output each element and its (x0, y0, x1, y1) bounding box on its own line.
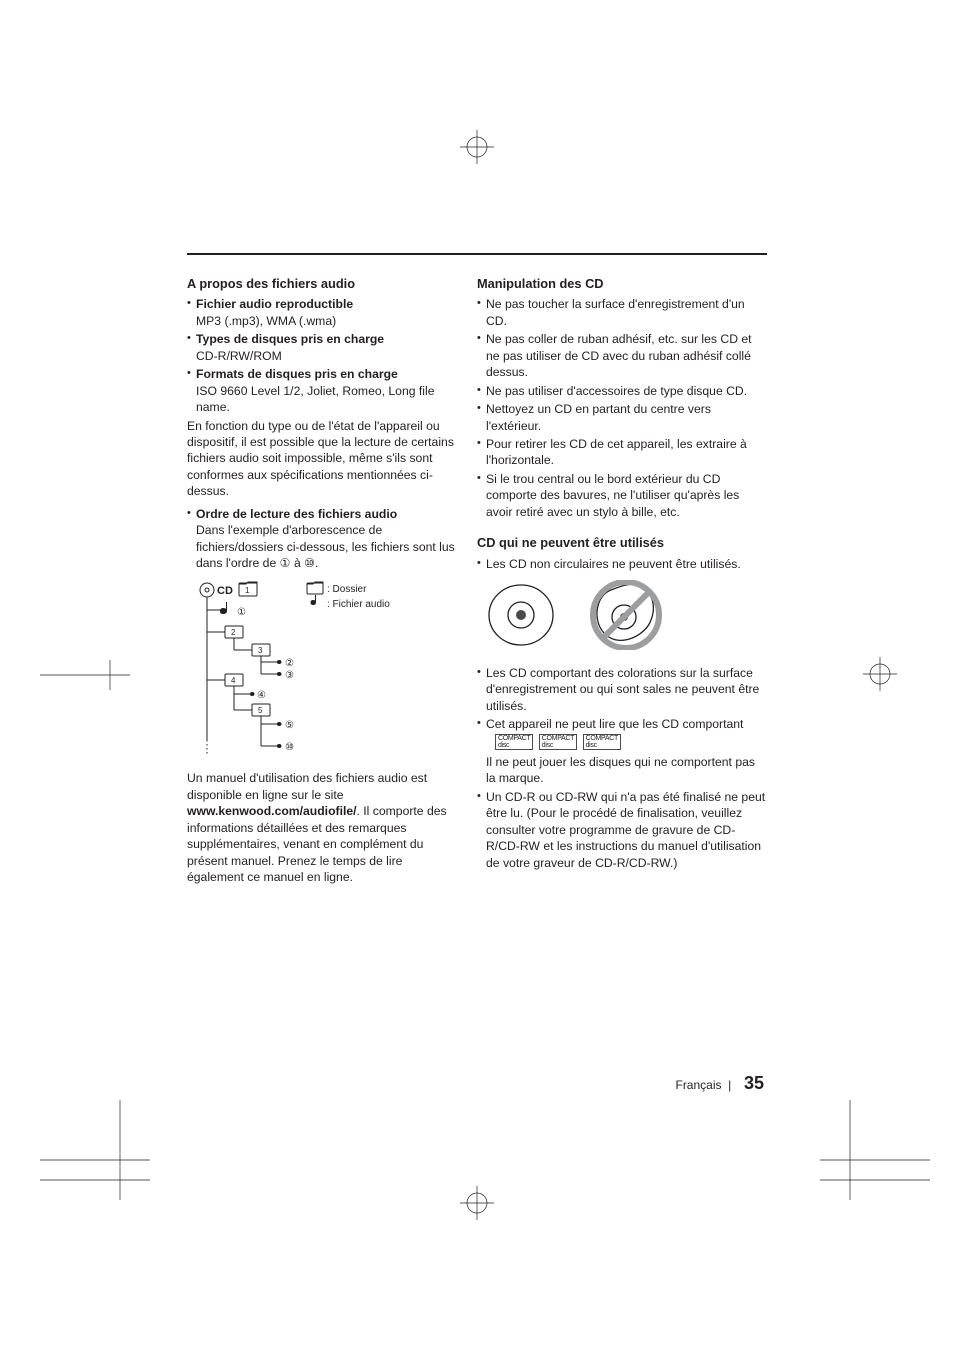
cropmark-bottom-left (40, 1100, 160, 1200)
heading-cd-unusable: CD qui ne peuvent être utilisés (477, 534, 767, 551)
svg-text:②: ② (285, 658, 294, 669)
disc-logos: COMPACTdisc COMPACTdisc COMPACTdisc (495, 734, 767, 751)
legend-file: : Fichier audio (327, 599, 390, 610)
folder-tree: CD 1 : Dossier : Fichier audio ① 2 (197, 580, 447, 756)
body: CD-R/RW/ROM (196, 349, 282, 363)
cropmark-left (40, 660, 130, 690)
svg-text:3: 3 (258, 646, 263, 655)
svg-text:④: ④ (257, 690, 266, 701)
cropmark-bottom-right (810, 1100, 930, 1200)
registration-bottom (460, 1186, 494, 1220)
list-item: Si le trou central ou le bord extérieur … (477, 471, 767, 520)
footer-lang: Français (675, 1078, 721, 1092)
li-file-format: Fichier audio reproductible MP3 (.mp3), … (187, 296, 455, 329)
body: ISO 9660 Level 1/2, Joliet, Romeo, Long … (196, 384, 434, 414)
label: Types de disques pris en charge (196, 332, 384, 346)
list-item: Nettoyez un CD en partant du centre vers… (477, 401, 767, 434)
page-footer: Français | 35 (675, 1071, 764, 1095)
col-right: Manipulation des CD Ne pas toucher la su… (477, 275, 767, 873)
legend-folder: : Dossier (327, 584, 367, 595)
registration-right (863, 657, 897, 691)
label: Formats de disques pris en charge (196, 367, 398, 381)
registration-top (460, 130, 494, 164)
li-play-order: Ordre de lecture des fichiers audio Dans… (187, 506, 455, 572)
heading-cd-handling: Manipulation des CD (477, 275, 767, 292)
footer-sep: | (728, 1078, 731, 1092)
tree-root: CD (217, 585, 233, 597)
page: A propos des fichiers audio Fichier audi… (0, 0, 954, 1350)
li-disc-types: Types de disques pris en charge CD-R/RW/… (187, 331, 455, 364)
compact-disc-icon: COMPACTdisc (539, 734, 577, 750)
page-number: 35 (744, 1073, 764, 1093)
label: Ordre de lecture des fichiers audio (196, 507, 397, 521)
list-item: Les CD comportant des colorations sur la… (477, 665, 767, 714)
body: MP3 (.mp3), WMA (.wma) (196, 314, 336, 328)
svg-text:⑩: ⑩ (285, 742, 294, 753)
svg-text:①: ① (237, 607, 246, 618)
svg-text:5: 5 (258, 706, 263, 715)
svg-text:2: 2 (231, 628, 236, 637)
svg-text:⑤: ⑤ (285, 720, 294, 731)
text: Cet appareil ne peut lire que les CD com… (486, 717, 743, 731)
list-item: Les CD non circulaires ne peuvent être u… (477, 556, 767, 572)
svg-text:③: ③ (285, 670, 294, 681)
list-item: Cet appareil ne peut lire que les CD com… (477, 716, 767, 787)
paragraph-compat: En fonction du type ou de l'état de l'ap… (187, 418, 455, 500)
list-item: Ne pas coller de ruban adhésif, etc. sur… (477, 331, 767, 380)
cd-shape-diagram (486, 580, 686, 650)
list-item: Un CD-R ou CD-RW qui n'a pas été finalis… (477, 789, 767, 871)
list-item: Pour retirer les CD de cet appareil, les… (477, 436, 767, 469)
list-item: Ne pas toucher la surface d'enregistreme… (477, 296, 767, 329)
cd-handling-list: Ne pas toucher la surface d'enregistreme… (477, 296, 767, 520)
li-disc-formats: Formats de disques pris en charge ISO 96… (187, 366, 455, 415)
paragraph-manual-online: Un manuel d'utilisation des fichiers aud… (187, 770, 455, 885)
list-item: Ne pas utiliser d'accessoires de type di… (477, 383, 767, 399)
body: Dans l'exemple d'arborescence de fichier… (196, 523, 455, 570)
text-b: Il ne peut jouer les disques qui ne comp… (486, 755, 755, 785)
label: Fichier audio reproductible (196, 297, 353, 311)
compact-disc-icon: COMPACTdisc (495, 734, 533, 750)
header-rule (187, 253, 767, 255)
text-a: Un manuel d'utilisation des fichiers aud… (187, 771, 427, 801)
svg-text:4: 4 (231, 676, 236, 685)
svg-text:1: 1 (245, 586, 250, 595)
heading-audio-files: A propos des fichiers audio (187, 275, 455, 292)
col-left: A propos des fichiers audio Fichier audi… (187, 275, 455, 892)
url: www.kenwood.com/audiofile/ (187, 804, 357, 818)
compact-disc-icon: COMPACTdisc (583, 734, 621, 750)
